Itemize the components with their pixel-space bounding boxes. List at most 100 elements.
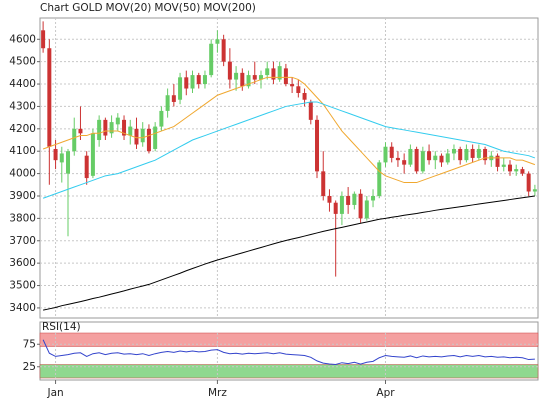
candle-body: [103, 119, 108, 136]
y-tick-label: 4300: [9, 100, 36, 112]
candle-body: [265, 68, 270, 76]
candle-body: [221, 39, 226, 62]
rsi-band: [39, 332, 539, 347]
moving-average-line: [42, 101, 536, 199]
candle-body: [526, 173, 531, 192]
candle-body: [202, 75, 207, 85]
candle-body: [464, 148, 469, 161]
y-tick-label: 3500: [9, 280, 36, 292]
candle-body: [258, 75, 263, 80]
candle-body: [395, 157, 400, 161]
candle-body: [90, 133, 95, 176]
candle-body: [532, 189, 537, 192]
candle-body: [433, 155, 438, 161]
rsi-band: [39, 364, 539, 379]
candle-body: [327, 195, 332, 203]
legend-entry: MOV(50): [154, 2, 200, 14]
candle-body: [159, 110, 164, 127]
y-tick-label: 4400: [9, 78, 36, 90]
candle-body: [321, 171, 326, 196]
candle-body: [389, 146, 394, 158]
candle-body: [47, 48, 52, 147]
y-tick-label: 4200: [9, 123, 36, 135]
candle-body: [507, 164, 512, 172]
candle-body: [134, 128, 139, 145]
candle-body: [171, 95, 176, 102]
candle-body: [451, 148, 456, 154]
candle-body: [358, 193, 363, 219]
candle-body: [84, 155, 89, 179]
candle-body: [184, 77, 189, 89]
candle-body: [364, 200, 369, 219]
x-tick-label: Jan: [46, 387, 63, 399]
y-tick-label: 25: [23, 361, 36, 373]
candle-body: [283, 68, 288, 85]
candle-body: [377, 162, 382, 196]
candle-body: [165, 95, 170, 111]
candle-body: [234, 72, 239, 80]
candle-body: [402, 160, 407, 165]
candle-body: [333, 202, 338, 214]
candle-body: [315, 119, 320, 172]
x-tick-label: Mrz: [208, 387, 227, 399]
candle-body: [458, 148, 463, 161]
candle-body: [122, 119, 127, 136]
candle-body: [153, 126, 158, 149]
candle-body: [246, 75, 251, 87]
candle-body: [128, 126, 133, 136]
candle-body: [302, 93, 307, 100]
candle-body: [339, 195, 344, 214]
candle-body: [308, 101, 313, 120]
candle-body: [495, 155, 500, 167]
candle-body: [59, 153, 64, 163]
candle-body: [445, 153, 450, 163]
candle-body: [115, 117, 120, 125]
candle-body: [252, 75, 257, 80]
y-tick-label: 4100: [9, 145, 36, 157]
candle-body: [178, 77, 183, 100]
candle-body: [271, 68, 276, 80]
y-tick-label: 3900: [9, 190, 36, 202]
candle-body: [514, 169, 519, 172]
candle-body: [371, 195, 376, 201]
candle-body: [196, 75, 201, 85]
candle-body: [296, 86, 301, 93]
candle-body: [352, 193, 357, 205]
candle-body: [520, 169, 525, 174]
y-tick-label: 75: [23, 338, 36, 350]
y-tick-label: 3700: [9, 235, 36, 247]
y-tick-label: 3800: [9, 212, 36, 224]
candle-body: [408, 148, 413, 165]
candle-body: [470, 148, 475, 158]
candle-body: [483, 148, 488, 161]
x-tick-label: Apr: [376, 387, 395, 399]
moving-average-line: [43, 195, 535, 311]
candle-body: [190, 75, 195, 89]
candle-body: [240, 72, 245, 87]
candle-body: [420, 151, 425, 172]
candle-body: [346, 195, 351, 205]
candle-body: [427, 151, 432, 161]
rsi-title: RSI(14): [42, 321, 81, 333]
candle-body: [227, 61, 232, 80]
candle-body: [72, 128, 77, 152]
y-tick-label: 3600: [9, 257, 36, 269]
y-tick-label: 4000: [9, 168, 36, 180]
candle-body: [383, 146, 388, 163]
candle-body: [290, 84, 295, 87]
candle-body: [414, 148, 419, 172]
candle-body: [66, 151, 71, 174]
candle-body: [109, 122, 114, 134]
legend-entry: MOV(20): [106, 2, 152, 14]
main-frame: [39, 17, 539, 319]
candle-body: [140, 128, 145, 143]
rsi-line: [42, 339, 535, 366]
y-tick-label: 4500: [9, 56, 36, 68]
y-tick-label: 4600: [9, 33, 36, 45]
candle-body: [209, 43, 214, 76]
y-tick-label: 3400: [9, 302, 36, 314]
candle-body: [53, 148, 58, 161]
candle-body: [277, 66, 282, 80]
candle-body: [476, 148, 481, 158]
